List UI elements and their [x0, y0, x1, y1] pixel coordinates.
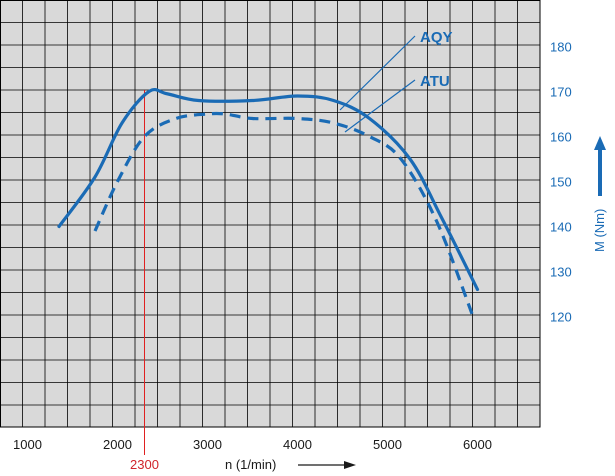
y-tick-label: 130: [550, 265, 572, 280]
x-tick-label: 1000: [13, 437, 42, 452]
x-tick-labels: 1000 2000 3000 4000 5000 6000: [13, 437, 492, 452]
series-label-aqy: AQY: [420, 29, 453, 46]
x-tick-label: 5000: [373, 437, 402, 452]
x-tick-label: 4000: [283, 437, 312, 452]
series-line-aqy: [57, 87, 480, 292]
x-tick-label: 3000: [193, 437, 222, 452]
y-tick-label: 120: [550, 310, 572, 325]
reference-label: 2300: [130, 457, 159, 472]
grid: [0, 0, 541, 428]
series-group: [57, 87, 480, 318]
leader-line-atu: [344, 79, 416, 133]
x-tick-label: 2000: [103, 437, 132, 452]
leader-line-aqy: [339, 35, 416, 111]
series-label-atu: ATU: [420, 73, 450, 90]
y-tick-labels: 120 130 140 150 160 170 180: [550, 40, 572, 325]
y-tick-label: 160: [550, 130, 572, 145]
y-tick-label: 180: [550, 40, 572, 55]
y-axis-title: M (Nm): [592, 209, 607, 252]
plot-border: [0, 0, 541, 428]
y-tick-label: 140: [550, 220, 572, 235]
series-labels: AQY ATU: [339, 29, 453, 133]
x-tick-label: 6000: [463, 437, 492, 452]
series-line-atu: [93, 111, 475, 318]
reference-line-group: 2300: [130, 90, 159, 472]
y-tick-label: 150: [550, 175, 572, 190]
x-axis-arrow: [298, 461, 356, 469]
x-axis-title: n (1/min): [225, 457, 276, 472]
y-tick-label: 170: [550, 85, 572, 100]
y-axis-arrow: [594, 136, 606, 196]
